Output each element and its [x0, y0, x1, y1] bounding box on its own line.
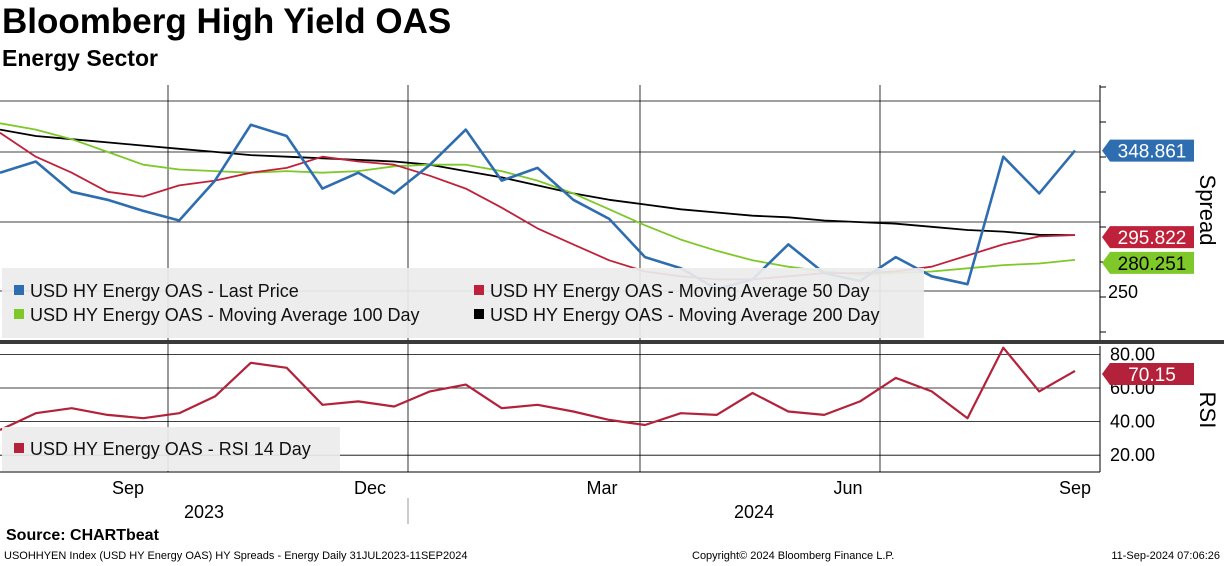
series-line-ma200	[0, 128, 1076, 236]
footer-timestamp: 11-Sep-2024 07:06:26	[1111, 550, 1220, 562]
legend-entry-rsi: USD HY Energy OAS - RSI 14 Day	[30, 439, 311, 459]
last-price-value-label: 348.861	[1118, 142, 1187, 163]
chart-subtitle: Energy Sector	[2, 45, 158, 71]
rsi-tick-label: 80.00	[1110, 344, 1155, 364]
ma100-value-label: 280.251	[1118, 254, 1187, 275]
series-lines	[0, 122, 1076, 431]
x-tick-label: Sep	[1059, 478, 1091, 498]
rsi-axis-title: RSI	[1195, 392, 1220, 429]
legend-swatch-ma50	[474, 285, 484, 295]
series-line-rsi	[0, 346, 1076, 431]
series-line-ma50	[0, 132, 1076, 281]
panel-separator	[0, 340, 1224, 344]
x-year-label: 2023	[184, 502, 224, 522]
x-tick-label: Dec	[354, 478, 386, 498]
footer-copyright: Copyright© 2024 Bloomberg Finance L.P.	[692, 550, 895, 562]
rsi-value-label-tag	[1102, 362, 1194, 385]
x-tick-label: Jun	[833, 478, 862, 498]
last-value-labels: 348.861 295.822 280.251 70.15	[1102, 139, 1194, 386]
legend-swatch-rsi	[14, 443, 24, 453]
x-tick-label: Sep	[112, 478, 144, 498]
spread-tick-label: 250	[1108, 282, 1138, 302]
legend-entry-ma200: USD HY Energy OAS - Moving Average 200 D…	[490, 305, 880, 325]
legend-entry-last_price: USD HY Energy OAS - Last Price	[30, 281, 299, 301]
spread-axis-title: Spread	[1195, 175, 1220, 246]
x-tick-label: Mar	[587, 478, 618, 498]
chart-title: Bloomberg High Yield OAS	[2, 2, 452, 41]
source-note: Source: CHARTbeat	[6, 527, 159, 544]
legend-swatch-last_price	[14, 285, 24, 295]
ma100-value-label-tag	[1102, 251, 1194, 274]
ma50-value-label: 295.822	[1118, 228, 1187, 249]
rsi-legend-box	[2, 427, 340, 471]
footer-index-info: USOHHYEN Index (USD HY Energy OAS) HY Sp…	[4, 550, 468, 562]
legend-entry-ma50: USD HY Energy OAS - Moving Average 50 Da…	[490, 281, 870, 301]
series-line-last_price	[0, 123, 1076, 291]
rsi-value-label: 70.15	[1128, 365, 1176, 386]
rsi-tick-label: 20.00	[1110, 445, 1155, 465]
rsi-tick-label: 40.00	[1110, 412, 1155, 432]
legend[interactable]: USD HY Energy OAS - Last Price USD HY Ene…	[2, 268, 924, 471]
legend-box	[2, 268, 924, 338]
x-year-label: 2024	[734, 502, 774, 522]
ma50-value-label-tag	[1102, 226, 1194, 249]
last-price-value-label-tag	[1102, 139, 1194, 162]
series-line-ma100	[0, 122, 1076, 276]
legend-entry-ma100: USD HY Energy OAS - Moving Average 100 D…	[30, 305, 420, 325]
legend-swatch-ma100	[14, 309, 24, 319]
legend-swatch-ma200	[474, 309, 484, 319]
